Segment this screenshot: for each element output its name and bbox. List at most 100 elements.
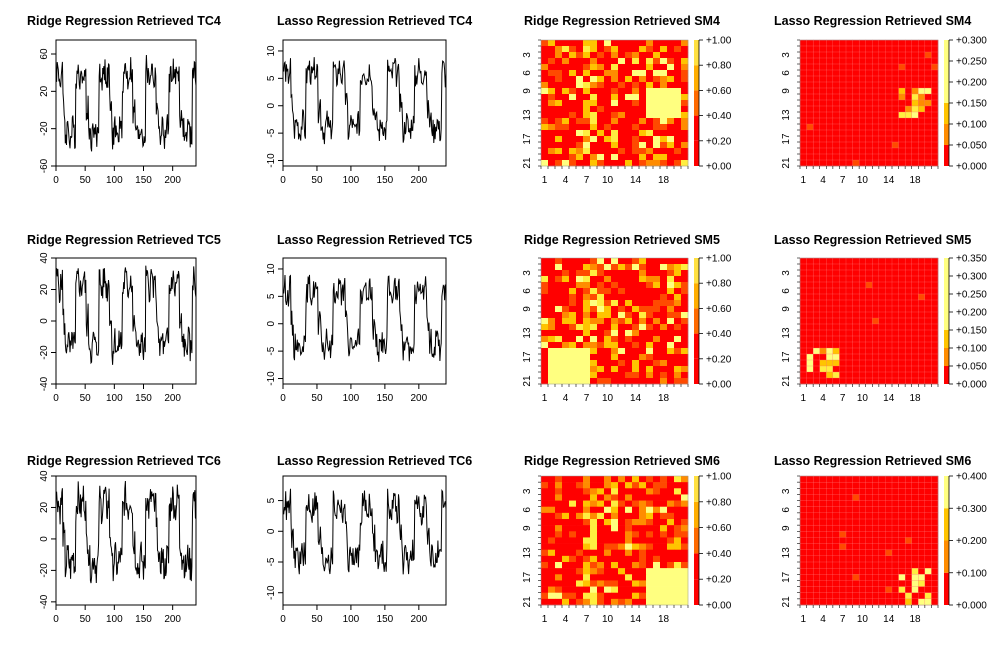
heat-cell	[904, 111, 913, 119]
y-tick-label: 13	[781, 327, 792, 339]
heat-cell	[924, 518, 932, 526]
heat-cell	[911, 549, 919, 557]
heat-cell	[845, 135, 854, 143]
heat-cell	[918, 117, 926, 125]
heat-cell	[832, 506, 840, 514]
heat-cell	[904, 39, 913, 47]
heat-cell	[931, 99, 939, 107]
heat-cell	[667, 76, 675, 83]
heat-cell	[583, 270, 591, 277]
heat-cell	[667, 94, 675, 101]
heat-cell	[590, 118, 598, 125]
heat-cell	[681, 568, 689, 575]
heat-cell	[541, 525, 549, 532]
heat-cell	[832, 592, 840, 600]
heat-cell	[891, 299, 900, 307]
heat-cell	[898, 377, 906, 385]
heat-cell	[918, 518, 926, 526]
heat-cell	[832, 81, 840, 89]
heat-cell	[839, 81, 847, 89]
heat-cell	[832, 75, 840, 83]
plot-frame	[55, 39, 197, 167]
heat-cell	[918, 537, 926, 545]
heat-cell	[858, 305, 867, 313]
heat-cell	[918, 347, 926, 355]
heat-cell	[865, 586, 873, 594]
heat-cell	[918, 524, 926, 532]
heat-cell	[832, 537, 840, 545]
heat-cell	[681, 537, 689, 544]
heat-cell	[597, 70, 605, 77]
y-tick-label: 13	[522, 327, 533, 339]
heat-cell	[667, 342, 675, 349]
heat-cell	[799, 475, 808, 483]
heat-cell	[590, 306, 598, 313]
heat-cell	[931, 311, 939, 319]
heat-cell	[832, 359, 840, 367]
heat-cell	[878, 353, 886, 361]
heat-cell	[931, 512, 939, 520]
heat-cell	[872, 117, 880, 125]
heat-cell	[819, 281, 827, 289]
heat-cell	[590, 112, 598, 119]
color-key-label: +0.60	[706, 523, 732, 534]
heat-cell	[569, 543, 577, 551]
heat-cell	[583, 574, 591, 581]
heat-cell	[924, 506, 932, 514]
heat-cell	[660, 142, 668, 149]
heat-cell	[618, 580, 626, 587]
heat-cell	[555, 378, 563, 385]
heat-cell	[878, 488, 886, 495]
heat-cell	[839, 263, 847, 271]
heat-cell	[618, 512, 626, 520]
heat-cell	[604, 112, 612, 119]
heat-cell	[646, 330, 654, 337]
heat-cell	[918, 317, 926, 325]
y-tick-label: -10	[266, 371, 277, 386]
heat-cell	[858, 494, 867, 502]
heat-cell	[918, 129, 926, 137]
heat-cell	[852, 323, 860, 331]
heat-cell	[898, 311, 906, 319]
heat-cell	[604, 142, 612, 149]
heat-cell	[918, 141, 926, 149]
heat-cell	[812, 87, 821, 95]
heat-cell	[852, 531, 860, 538]
heat-cell	[832, 159, 840, 167]
heat-cell	[852, 567, 860, 575]
heat-cell	[806, 329, 814, 337]
heat-cell	[674, 586, 682, 594]
heat-cell	[911, 141, 919, 149]
heat-cell	[611, 40, 619, 47]
heat-cell	[918, 500, 926, 508]
heat-cell	[898, 305, 906, 313]
heat-cell	[878, 269, 886, 277]
heat-cell	[548, 276, 556, 283]
heat-cell	[891, 574, 900, 581]
heat-cell	[681, 300, 689, 307]
heat-cell	[826, 323, 834, 331]
heat-cell	[639, 258, 647, 265]
heat-cell	[852, 129, 860, 137]
heat-cell	[911, 293, 919, 301]
heat-cell	[819, 580, 827, 588]
y-tick-label: 20	[39, 85, 50, 97]
heat-cell	[799, 365, 808, 373]
heat-cell	[681, 348, 689, 355]
heat-cell	[898, 359, 906, 367]
x-tick-label: 1	[542, 614, 548, 625]
heat-cell	[806, 377, 814, 385]
heat-cell	[806, 287, 814, 295]
heat-cell	[604, 82, 612, 89]
heat-cell	[885, 506, 893, 514]
heat-cell	[597, 476, 605, 483]
heat-cell	[845, 311, 854, 319]
heat-cell	[885, 347, 893, 355]
heat-cell	[618, 372, 626, 379]
heat-cell	[812, 99, 821, 107]
heat-cell	[826, 512, 834, 520]
x-tick-label: 50	[311, 614, 323, 625]
heat-cell	[660, 378, 668, 385]
color-key-segment	[694, 115, 699, 141]
